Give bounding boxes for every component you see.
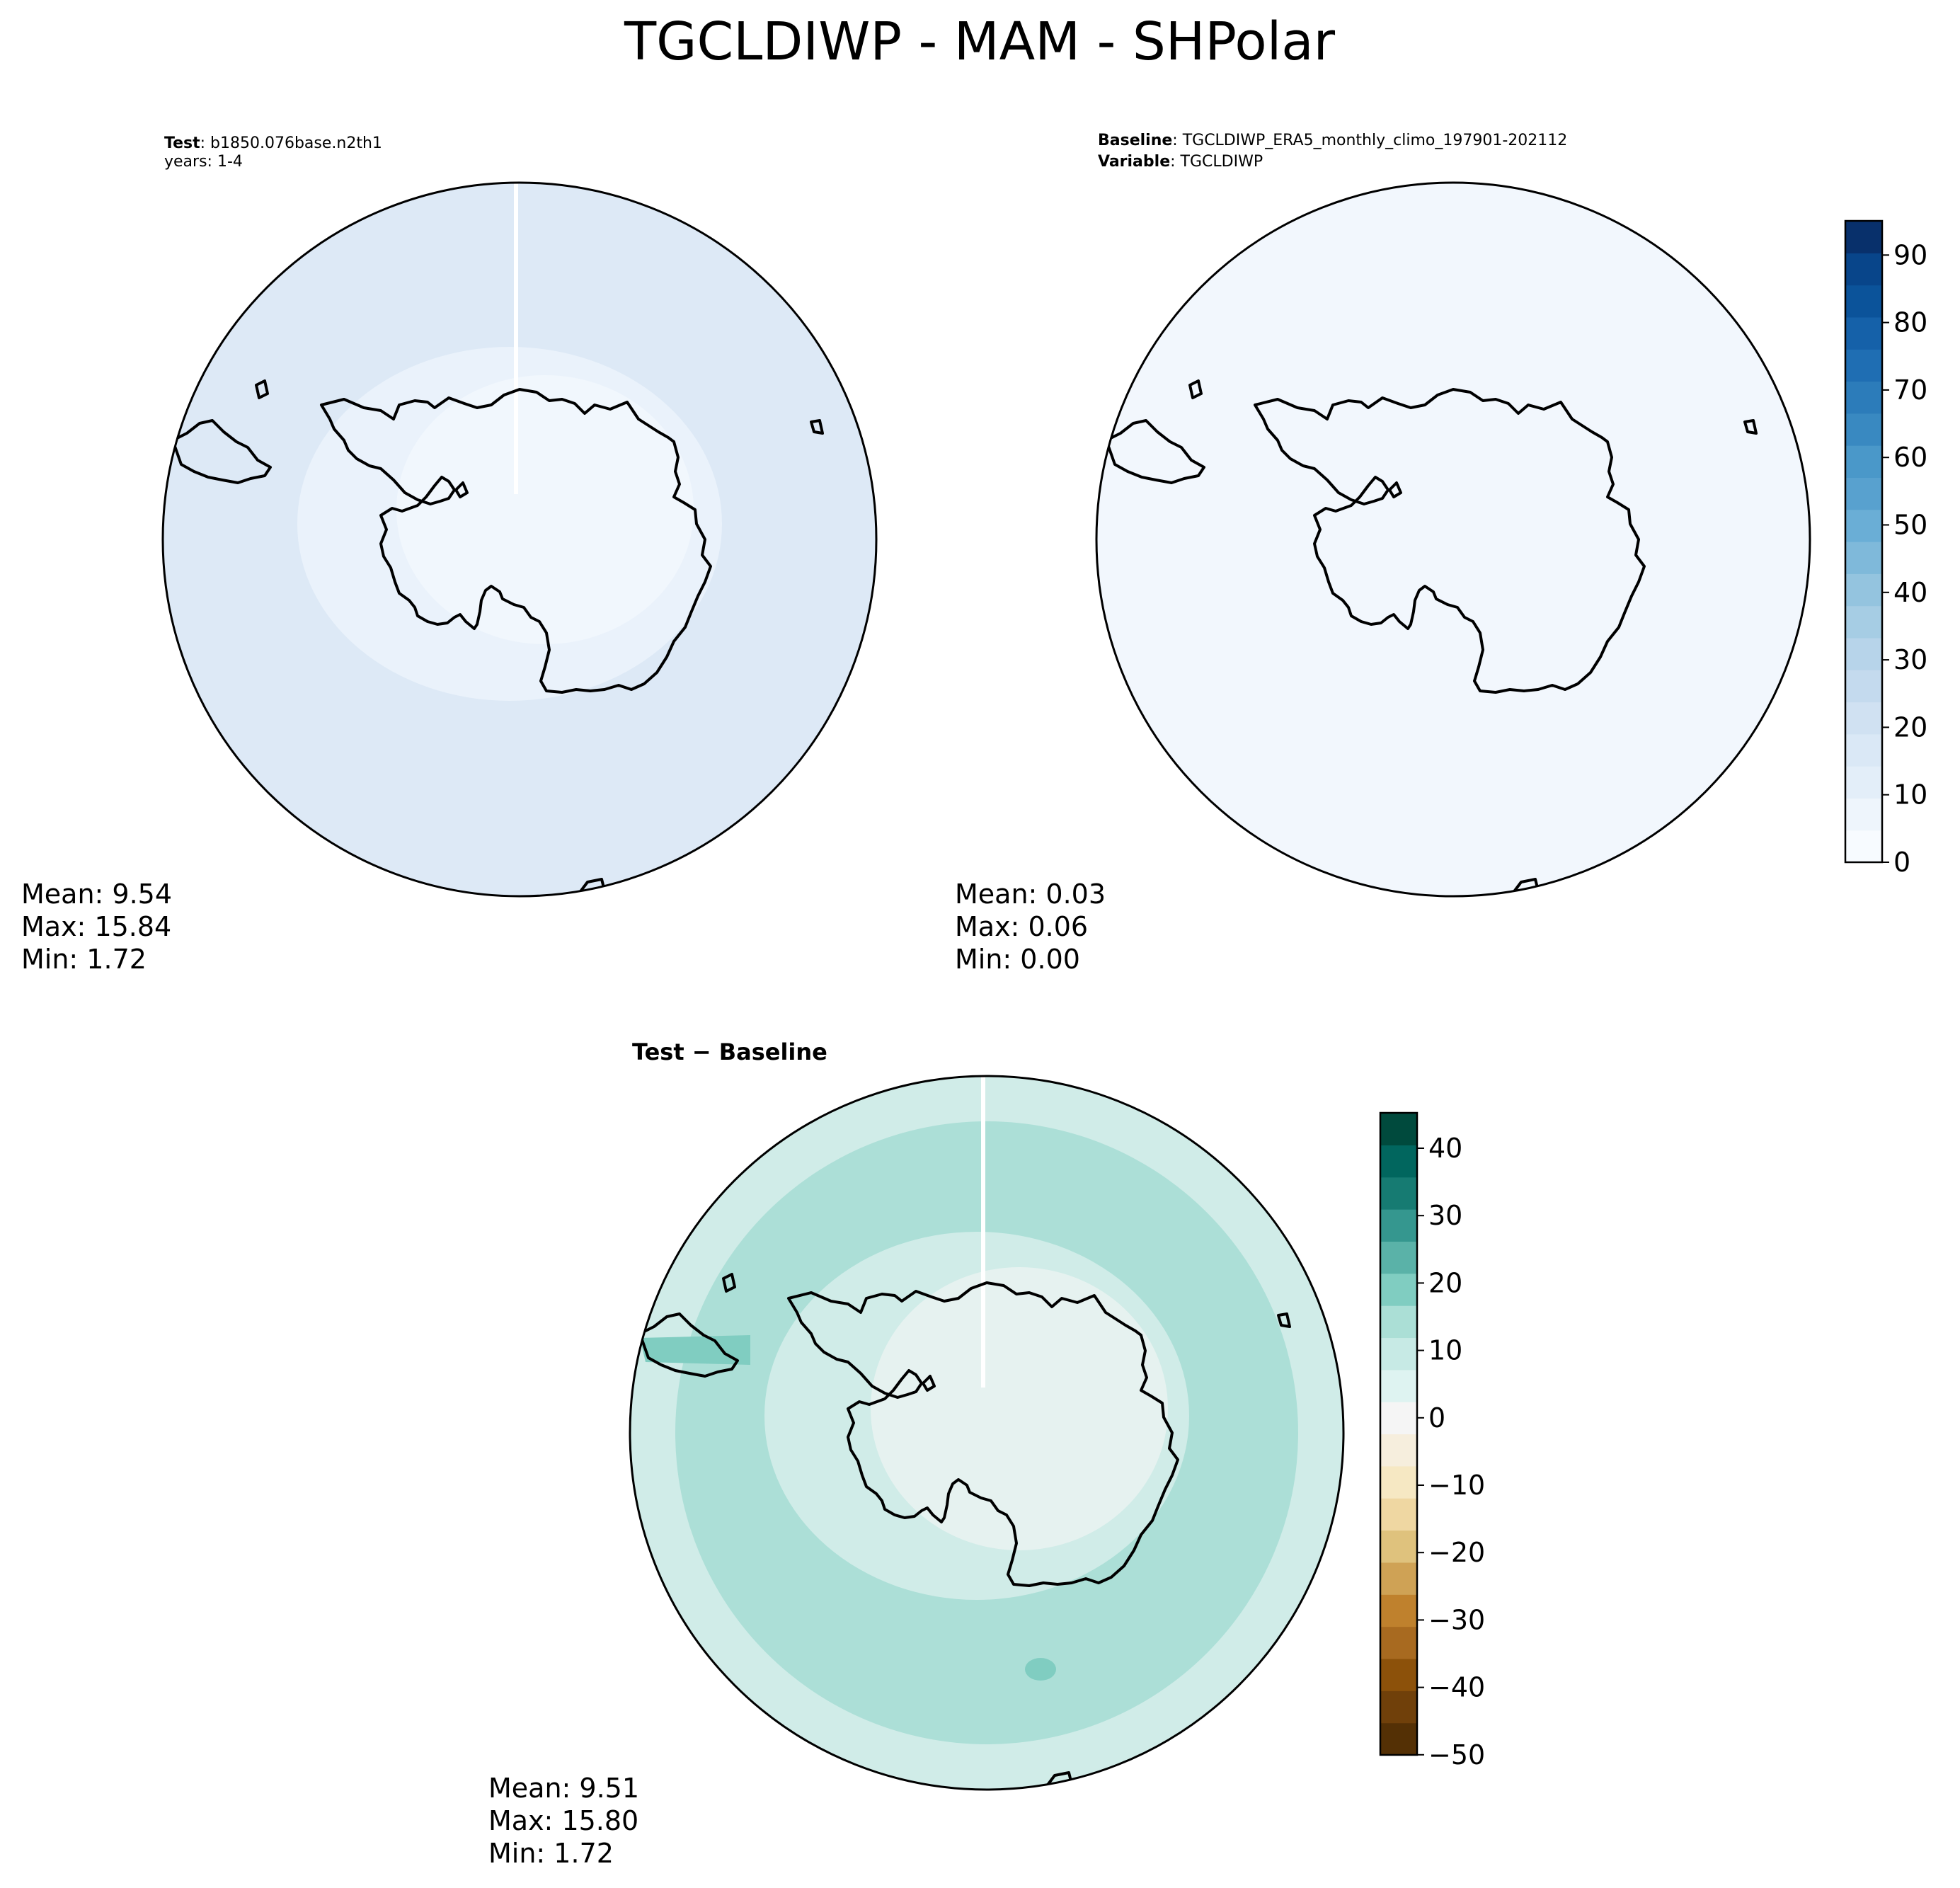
test-stat-mean: Mean: 9.54 — [21, 879, 172, 910]
baseline-header-value: : TGCLDIWP_ERA5_monthly_climo_197901-202… — [1172, 132, 1567, 149]
diff-colorbar: 40 30 20 10 0 −10 −20 −30 −40 −50 — [1379, 1111, 1485, 1770]
diff-colorbar-tick-label: 30 — [1428, 1200, 1462, 1231]
blues-colorbar-swatch — [1845, 221, 1882, 253]
blues-colorbar-swatch — [1845, 253, 1882, 286]
test-stat-min: Min: 1.72 — [21, 944, 147, 975]
diff-colorbar-tick-label: −20 — [1428, 1537, 1485, 1568]
blues-colorbar-frame — [1844, 219, 1884, 864]
blues-colorbar-swatch — [1845, 445, 1882, 478]
blues-colorbar-swatch — [1845, 381, 1882, 414]
baseline-variable: Variable: TGCLDIWP — [1098, 153, 1263, 171]
diff-colorbar-tick-label: 20 — [1428, 1267, 1462, 1298]
diff-stat-max: Max: 15.80 — [488, 1805, 638, 1836]
diff-colorbar-tick-label: −10 — [1428, 1470, 1485, 1501]
blues-colorbar-swatch — [1845, 766, 1882, 799]
test-map — [163, 183, 876, 896]
diff-map-boundary — [629, 1075, 1345, 1791]
diff-stat-min: Min: 1.72 — [488, 1838, 614, 1869]
blues-colorbar-tick-label: 10 — [1893, 779, 1927, 811]
blues-colorbar-swatch — [1845, 670, 1882, 703]
baseline-panel: Baseline: TGCLDIWP_ERA5_monthly_climo_19… — [955, 132, 1811, 975]
baseline-stat-min: Min: 0.00 — [955, 944, 1080, 975]
baseline-variable-value: : TGCLDIWP — [1170, 153, 1263, 171]
test-header: Test: b1850.076base.n2th1 — [164, 135, 382, 152]
diff-colorbar-tick-label: 0 — [1428, 1402, 1445, 1434]
diff-colorbar-swatch — [1380, 1402, 1417, 1435]
blues-colorbar-tick-label: 60 — [1893, 442, 1927, 473]
blues-colorbar-swatch — [1845, 349, 1882, 382]
diff-colorbar-tick-label: −50 — [1428, 1739, 1485, 1770]
diff-colorbar-swatch — [1380, 1434, 1417, 1467]
diff-colorbar-swatch — [1380, 1305, 1417, 1339]
diff-panel: Test − Baseline Mean: 9.51 Max: 15.80 Mi… — [488, 1039, 1345, 1869]
baseline-stat-max: Max: 0.06 — [955, 911, 1088, 942]
diff-colorbar-frame — [1379, 1111, 1419, 1756]
diff-colorbar-swatch — [1380, 1594, 1417, 1627]
blues-colorbar-swatch — [1845, 542, 1882, 574]
blues-colorbar-tick-label: 50 — [1893, 510, 1927, 541]
diff-colorbar-swatch — [1380, 1145, 1417, 1178]
baseline-map-boundary — [1095, 181, 1811, 898]
baseline-map — [1096, 183, 1810, 896]
diff-title: Test − Baseline — [632, 1039, 827, 1065]
blues-colorbar-swatch — [1845, 733, 1882, 767]
diff-colorbar-swatch — [1380, 1273, 1417, 1306]
diff-colorbar-swatch — [1380, 1337, 1417, 1371]
figure-title: TGCLDIWP - MAM - SHPolar — [624, 11, 1336, 72]
diff-colorbar-swatch — [1380, 1241, 1417, 1274]
blues-colorbar-tick-label: 40 — [1893, 577, 1927, 608]
test-header-value: : b1850.076base.n2th1 — [200, 135, 382, 152]
diff-colorbar-tick-label: 10 — [1428, 1335, 1462, 1366]
blues-colorbar-tick-label: 70 — [1893, 374, 1927, 406]
blues-colorbar-swatch — [1845, 702, 1882, 735]
blues-colorbar-swatch — [1845, 798, 1882, 831]
diff-colorbar-swatch — [1380, 1369, 1417, 1402]
blues-colorbar-swatch — [1845, 285, 1882, 318]
blues-colorbar-swatch — [1845, 605, 1882, 639]
diff-colorbar-tick-label: −30 — [1428, 1604, 1485, 1635]
test-map-boundary — [161, 181, 878, 898]
diff-colorbar-swatch — [1380, 1658, 1417, 1691]
blues-colorbar-swatch — [1845, 316, 1882, 350]
diff-colorbar-swatch — [1380, 1690, 1417, 1724]
blues-colorbar-swatch — [1845, 477, 1882, 510]
blues-colorbar-tick-label: 80 — [1893, 307, 1927, 338]
diff-colorbar-swatch — [1380, 1626, 1417, 1659]
blues-colorbar-swatch — [1845, 637, 1882, 670]
blues-colorbar-swatch — [1845, 413, 1882, 446]
diff-colorbar-swatch — [1380, 1530, 1417, 1563]
test-panel: Test: b1850.076base.n2th1 years: 1-4 Mea… — [21, 135, 878, 975]
diff-colorbar-swatch — [1380, 1113, 1417, 1145]
diff-colorbar-swatch — [1380, 1562, 1417, 1595]
blues-colorbar-tick-label: 0 — [1893, 847, 1910, 878]
baseline-stat-mean: Mean: 0.03 — [955, 879, 1106, 910]
test-stat-max: Max: 15.84 — [21, 911, 171, 942]
diff-stat-mean: Mean: 9.51 — [488, 1773, 639, 1804]
blues-colorbar: 0 10 20 30 40 50 60 70 80 90 — [1844, 219, 1927, 878]
diff-colorbar-swatch — [1380, 1177, 1417, 1210]
test-years: years: 1-4 — [164, 153, 243, 171]
baseline-variable-label: Variable — [1098, 153, 1170, 171]
diff-map — [630, 1076, 1343, 1790]
diff-colorbar-swatch — [1380, 1722, 1417, 1756]
baseline-header: Baseline: TGCLDIWP_ERA5_monthly_climo_19… — [1098, 132, 1567, 149]
blues-colorbar-swatch — [1845, 573, 1882, 607]
baseline-header-label: Baseline — [1098, 132, 1172, 149]
diff-colorbar-swatch — [1380, 1498, 1417, 1531]
diff-colorbar-swatch — [1380, 1209, 1417, 1242]
test-header-label: Test — [164, 135, 200, 152]
blues-colorbar-tick-label: 20 — [1893, 711, 1927, 743]
diff-colorbar-tick-label: 40 — [1428, 1133, 1462, 1164]
blues-colorbar-swatch — [1845, 830, 1882, 863]
diff-colorbar-swatch — [1380, 1465, 1417, 1499]
blues-colorbar-tick-label: 90 — [1893, 239, 1927, 270]
diff-colorbar-tick-label: −40 — [1428, 1672, 1485, 1703]
blues-colorbar-swatch — [1845, 509, 1882, 542]
blues-colorbar-tick-label: 30 — [1893, 644, 1927, 675]
